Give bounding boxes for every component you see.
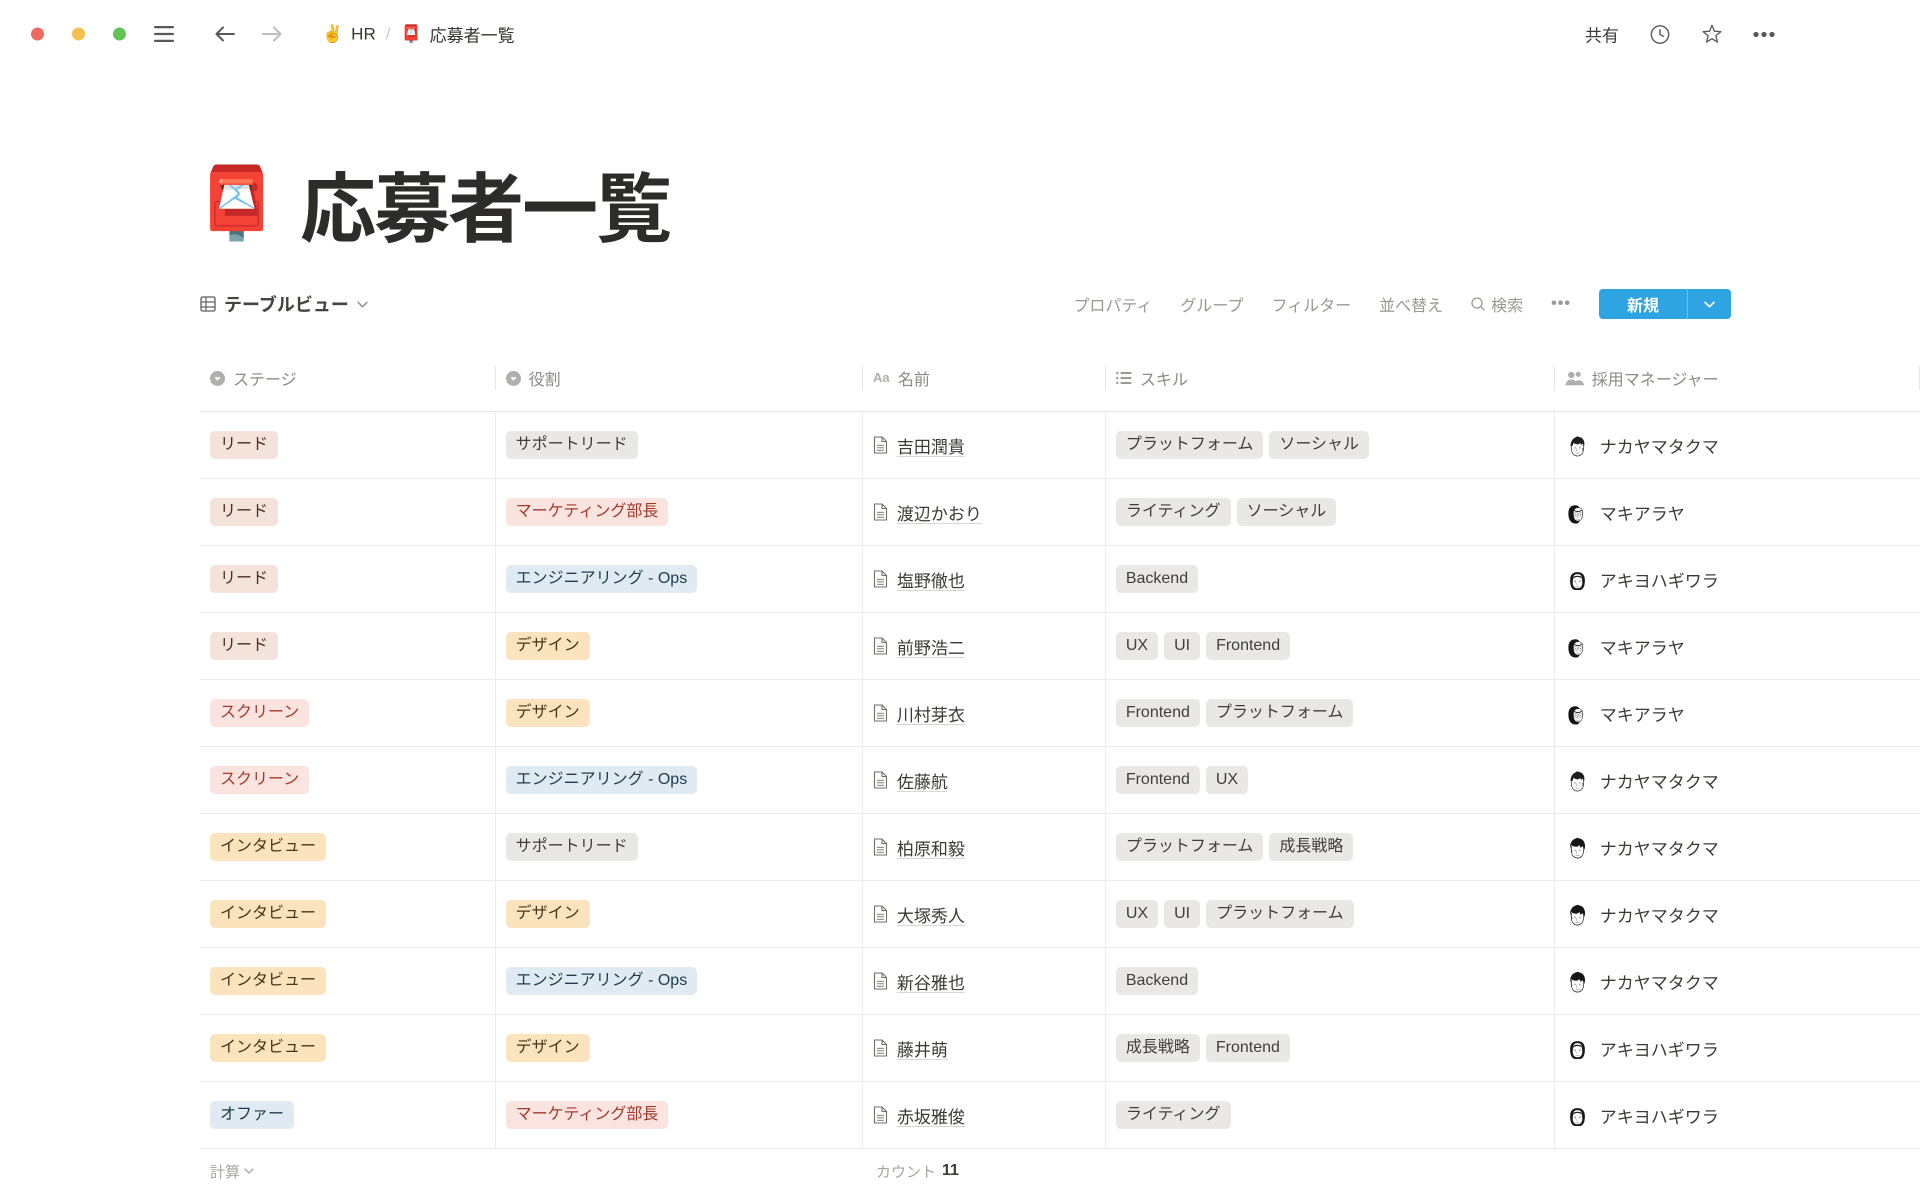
svg-text:Aa: Aa — [873, 371, 890, 385]
